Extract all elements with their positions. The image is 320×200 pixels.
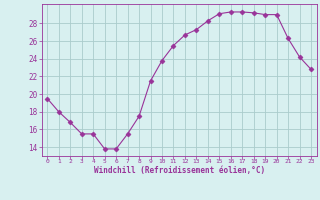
X-axis label: Windchill (Refroidissement éolien,°C): Windchill (Refroidissement éolien,°C) <box>94 166 265 175</box>
